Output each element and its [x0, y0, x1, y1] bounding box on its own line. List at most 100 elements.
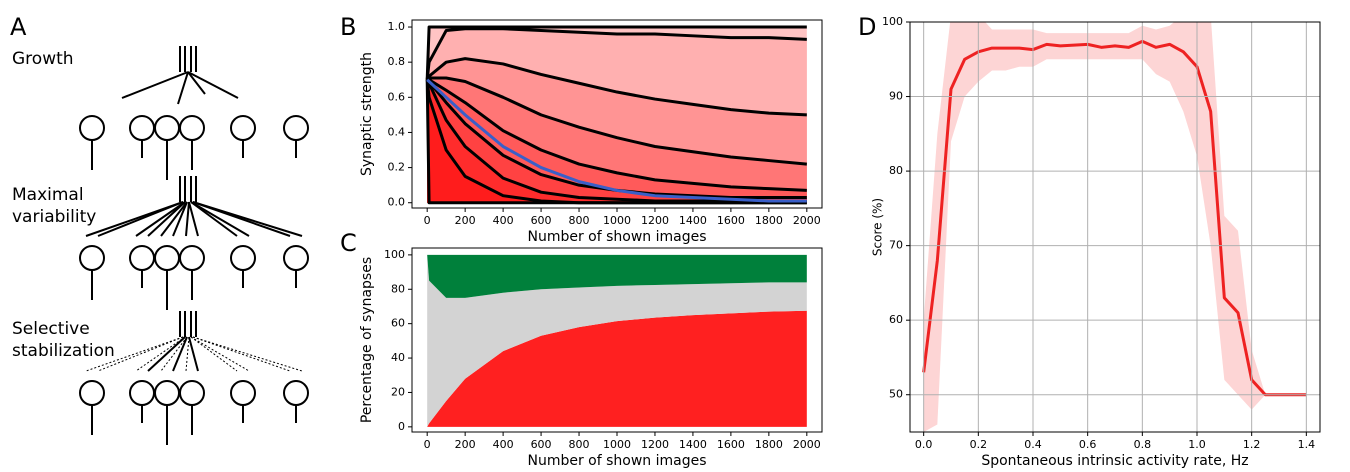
line [425, 79, 807, 203]
neuron [154, 380, 180, 406]
branch [97, 201, 184, 237]
x-tick-label: 0.8 [1134, 438, 1152, 451]
x-axis-label: Number of shown images [527, 453, 706, 469]
branch [135, 336, 186, 372]
x-tick-label: 1600 [717, 438, 745, 451]
y-tick-label: 0.6 [388, 90, 406, 103]
neuron [283, 380, 309, 406]
y-tick-label: 80 [889, 164, 903, 177]
frame [411, 247, 823, 433]
area [427, 310, 807, 427]
branch [147, 201, 186, 237]
x-tick-label: 400 [493, 438, 514, 451]
area [427, 254, 807, 427]
row-label: Selective [12, 319, 90, 339]
branch [192, 336, 303, 372]
chart: 50 60 70 80 90 100 0.0 0.2 0.4 0.6 0.8 1.0 1.2 1.4 Spo… [871, 15, 1321, 469]
branch [185, 201, 190, 237]
branch [190, 201, 250, 237]
branch [85, 336, 184, 372]
y-tick-label: 0 [398, 420, 405, 433]
line [922, 39, 1307, 397]
x-tick-label: 1400 [679, 214, 707, 227]
x-tick-label: 1.2 [1243, 438, 1261, 451]
x-tick-label: 1000 [603, 438, 631, 451]
y-tick-label: 90 [889, 90, 903, 103]
y-tick-label: 70 [889, 239, 903, 252]
branch [190, 336, 250, 372]
x-tick-label: 0.2 [970, 438, 988, 451]
branch [185, 336, 190, 372]
branch [160, 336, 188, 372]
branch [177, 71, 189, 105]
line [426, 78, 807, 199]
neuron [230, 380, 256, 406]
branch [187, 71, 239, 99]
frame [909, 21, 1321, 433]
x-tick-label: 1800 [755, 438, 783, 451]
x-tick-label: 1400 [679, 438, 707, 451]
x-tick-label: 200 [455, 214, 476, 227]
branch [147, 336, 186, 372]
y-tick-label: 60 [391, 317, 405, 330]
neuron [179, 380, 205, 406]
plot-area [922, 22, 1307, 432]
branch [192, 201, 303, 237]
neuron [179, 115, 205, 141]
row-label: stabilization [12, 341, 115, 361]
panel-label: B [340, 13, 356, 41]
branch [192, 336, 291, 372]
line [425, 57, 807, 117]
x-tick-label: 600 [531, 438, 552, 451]
neuron [154, 115, 180, 141]
x-tick-label: 2000 [793, 438, 821, 451]
y-axis-label: Synaptic strength [359, 52, 375, 176]
neuron [79, 380, 105, 406]
x-tick-label: 2000 [793, 214, 821, 227]
x-tick-label: 0.0 [915, 438, 933, 451]
branch [187, 71, 206, 95]
branch [172, 201, 188, 237]
neuron [230, 245, 256, 271]
line [425, 79, 807, 205]
y-tick-label: 1.0 [388, 20, 406, 33]
chart: 0.0 0.2 0.4 0.6 0.8 1.0 0 200 400 600 800 1000 1200 1… [359, 19, 823, 245]
y-tick-label: 100 [384, 248, 405, 261]
y-tick-label: 0.8 [388, 55, 406, 68]
y-tick-label: 60 [889, 313, 903, 326]
plot-area [427, 254, 807, 427]
line [425, 25, 807, 80]
row-label: Growth [12, 49, 74, 69]
panel-label: C [340, 229, 357, 257]
y-tick-label: 0.2 [388, 161, 406, 174]
line [426, 76, 807, 166]
x-tick-label: 1200 [641, 438, 669, 451]
x-tick-label: 0 [424, 438, 431, 451]
y-axis-label: Score (%) [871, 198, 885, 256]
branch [188, 336, 199, 372]
x-axis-label: Number of shown images [527, 229, 706, 245]
branch [190, 201, 238, 237]
y-tick-label: 50 [889, 388, 903, 401]
branch [188, 201, 199, 237]
x-tick-label: 200 [455, 438, 476, 451]
x-tick-label: 1800 [755, 214, 783, 227]
neuron [79, 245, 105, 271]
x-tick-label: 1.0 [1188, 438, 1206, 451]
neuron [230, 115, 256, 141]
frame [411, 19, 823, 209]
neuron [129, 245, 155, 271]
x-tick-label: 600 [531, 214, 552, 227]
y-tick-label: 0.0 [388, 196, 406, 209]
branch [121, 71, 189, 99]
panel-label: D [858, 13, 876, 41]
row-label: variability [12, 207, 96, 227]
neuron [129, 115, 155, 141]
neuron [179, 245, 205, 271]
panel-label: A [10, 13, 27, 41]
area-fill [427, 79, 807, 203]
neuron-diagram [79, 46, 309, 445]
y-tick-label: 40 [391, 351, 405, 364]
